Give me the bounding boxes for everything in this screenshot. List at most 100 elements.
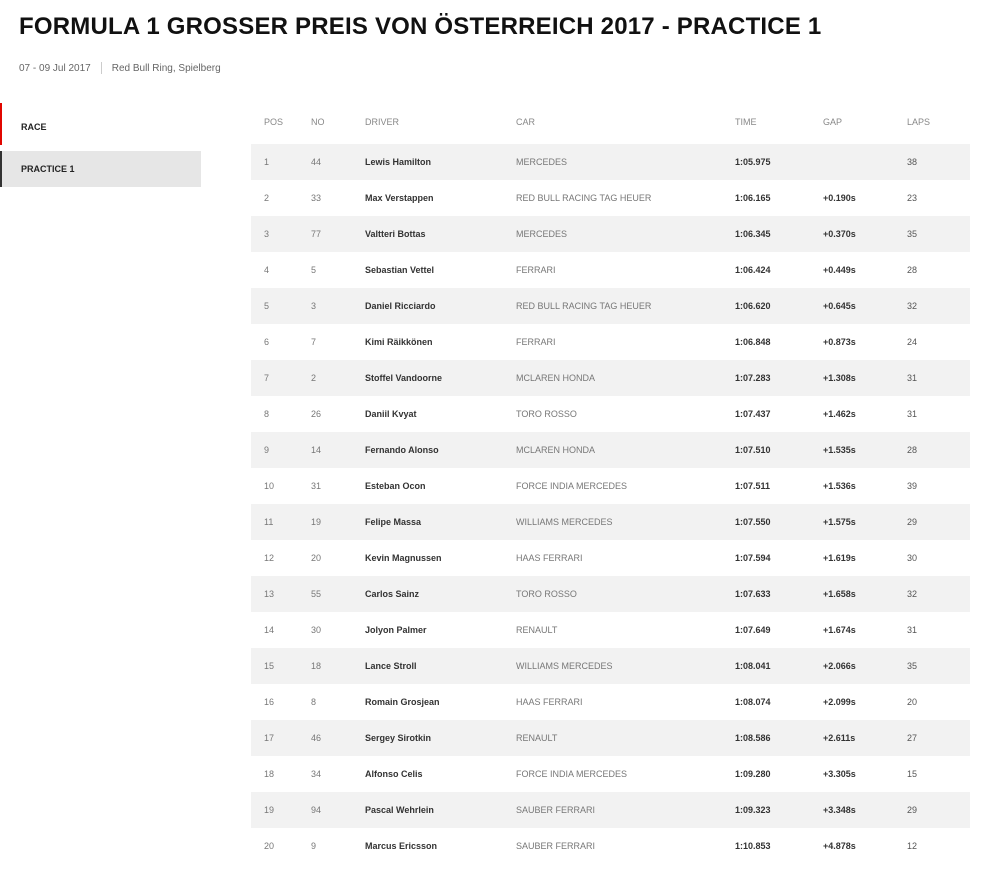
cell-driver: Kevin Magnussen xyxy=(365,553,442,563)
cell-car: MCLAREN HONDA xyxy=(516,432,735,468)
cell-pos: 15 xyxy=(251,648,311,684)
cell-time: 1:10.853 xyxy=(735,841,771,851)
column-header-driver: DRIVER xyxy=(365,117,400,127)
cell-car: RENAULT xyxy=(516,720,735,756)
table-row: 7 2 Stoffel Vandoorne MCLAREN HONDA 1:07.283… xyxy=(251,360,970,396)
cell-no: 77 xyxy=(311,216,365,252)
cell-no: 44 xyxy=(311,144,365,180)
cell-gap: +1.658s xyxy=(823,576,907,612)
cell-gap: +0.370s xyxy=(823,216,907,252)
cell-driver: Pascal Wehrlein xyxy=(365,792,516,828)
cell-driver: Valtteri Bottas xyxy=(365,216,516,252)
cell-time: 1:07.594 xyxy=(735,553,771,563)
cell-pos: 5 xyxy=(251,288,311,324)
sidebar-item-practice-1[interactable]: PRACTICE 1 xyxy=(0,151,201,187)
cell-pos: 18 xyxy=(264,769,275,779)
cell-laps: 38 xyxy=(907,144,970,180)
cell-pos: 16 xyxy=(264,697,275,707)
table-row: 13 55 Carlos Sainz TORO ROSSO 1:07.633 +1.658… xyxy=(251,576,970,612)
cell-car: TORO ROSSO xyxy=(516,409,577,419)
cell-gap: +2.611s xyxy=(823,720,907,756)
cell-driver: Kimi Räikkönen xyxy=(365,337,433,347)
cell-time: 1:08.074 xyxy=(735,697,771,707)
cell-car: WILLIAMS MERCEDES xyxy=(516,504,735,540)
cell-laps: 23 xyxy=(907,193,918,203)
cell-laps: 39 xyxy=(907,481,918,491)
cell-pos: 7 xyxy=(251,360,311,396)
cell-laps: 31 xyxy=(907,409,918,419)
cell-driver: Jolyon Palmer xyxy=(365,625,427,635)
cell-gap: +0.645s xyxy=(823,288,907,324)
cell-time: 1:06.620 xyxy=(735,288,823,324)
cell-pos: 20 xyxy=(264,841,275,851)
cell-time: 1:06.345 xyxy=(735,216,823,252)
session-sidebar: RACE PRACTICE 1 xyxy=(0,103,201,187)
cell-no: 20 xyxy=(311,553,322,563)
cell-time: 1:07.511 xyxy=(735,481,771,491)
cell-pos: 3 xyxy=(251,216,311,252)
cell-time: 1:08.586 xyxy=(735,720,823,756)
cell-gap: +3.348s xyxy=(823,792,907,828)
cell-car: MERCEDES xyxy=(516,144,735,180)
cell-no: 8 xyxy=(311,697,317,707)
cell-laps: 24 xyxy=(907,337,918,347)
cell-laps: 28 xyxy=(907,265,918,275)
column-header-laps: LAPS xyxy=(907,117,931,127)
table-row: 15 18 Lance Stroll WILLIAMS MERCEDES 1:08.04… xyxy=(251,648,970,684)
cell-car: MERCEDES xyxy=(516,216,735,252)
cell-time: 1:07.550 xyxy=(735,504,823,540)
cell-driver: Romain Grosjean xyxy=(365,697,440,707)
cell-car: HAAS FERRARI xyxy=(516,697,583,707)
results-table: POS NO DRIVER CAR TIME GAP LAPS 1 44 Lewis Hamil… xyxy=(251,110,970,864)
cell-pos: 17 xyxy=(251,720,311,756)
cell-time: 1:09.323 xyxy=(735,792,823,828)
table-row: 9 14 Fernando Alonso MCLAREN HONDA 1:07.510 +… xyxy=(251,432,970,468)
table-row: 19 94 Pascal Wehrlein SAUBER FERRARI 1:09.32… xyxy=(251,792,970,828)
cell-car: SAUBER FERRARI xyxy=(516,792,735,828)
cell-driver: Daniil Kvyat xyxy=(365,409,417,419)
cell-no: 94 xyxy=(311,792,365,828)
cell-time: 1:08.041 xyxy=(735,648,823,684)
cell-time: 1:05.975 xyxy=(735,144,823,180)
cell-laps: 12 xyxy=(907,841,918,851)
event-dates: 07 - 09 Jul 2017 xyxy=(19,62,91,74)
cell-no: 18 xyxy=(311,648,365,684)
column-header-pos: POS xyxy=(264,117,284,127)
cell-driver: Daniel Ricciardo xyxy=(365,288,516,324)
cell-driver: Lance Stroll xyxy=(365,648,516,684)
cell-laps: 31 xyxy=(907,625,918,635)
table-row: 8 26 Daniil Kvyat TORO ROSSO 1:07.437 +1.462s… xyxy=(251,396,970,432)
cell-no: 14 xyxy=(311,432,365,468)
cell-gap: +1.619s xyxy=(823,553,856,563)
cell-time: 1:09.280 xyxy=(735,769,771,779)
page-title: FORMULA 1 GROSSER PREIS VON ÖSTERREICH 2… xyxy=(19,13,822,40)
cell-laps: 31 xyxy=(907,360,970,396)
cell-no: 9 xyxy=(311,841,317,851)
cell-pos: 11 xyxy=(251,504,311,540)
cell-no: 55 xyxy=(311,576,365,612)
cell-gap: +4.878s xyxy=(823,841,856,851)
cell-car: FORCE INDIA MERCEDES xyxy=(516,769,628,779)
column-header-car: CAR xyxy=(516,117,536,127)
cell-pos: 10 xyxy=(264,481,275,491)
cell-car: FERRARI xyxy=(516,337,556,347)
cell-gap: +0.873s xyxy=(823,337,856,347)
cell-laps: 15 xyxy=(907,769,918,779)
cell-gap: +3.305s xyxy=(823,769,856,779)
table-row: 6 7 Kimi Räikkönen FERRARI 1:06.848 +0.873s 24 xyxy=(251,324,970,360)
cell-driver: Fernando Alonso xyxy=(365,432,516,468)
column-header-time: TIME xyxy=(735,117,757,127)
table-row: 10 31 Esteban Ocon FORCE INDIA MERCEDES 1:07… xyxy=(251,468,970,504)
table-header: POS NO DRIVER CAR TIME GAP LAPS xyxy=(251,110,970,144)
event-meta: 07 - 09 Jul 2017 Red Bull Ring, Spielber… xyxy=(19,62,221,74)
table-row: 14 30 Jolyon Palmer RENAULT 1:07.649 +1.674s 3… xyxy=(251,612,970,648)
cell-laps: 20 xyxy=(907,697,918,707)
sidebar-item-race[interactable]: RACE xyxy=(0,103,201,145)
table-row: 11 19 Felipe Massa WILLIAMS MERCEDES 1:07.55… xyxy=(251,504,970,540)
cell-driver: Lewis Hamilton xyxy=(365,144,516,180)
cell-pos: 14 xyxy=(264,625,275,635)
divider xyxy=(100,62,102,74)
cell-no: 7 xyxy=(311,337,317,347)
cell-car: HAAS FERRARI xyxy=(516,553,583,563)
cell-gap: +2.099s xyxy=(823,697,856,707)
